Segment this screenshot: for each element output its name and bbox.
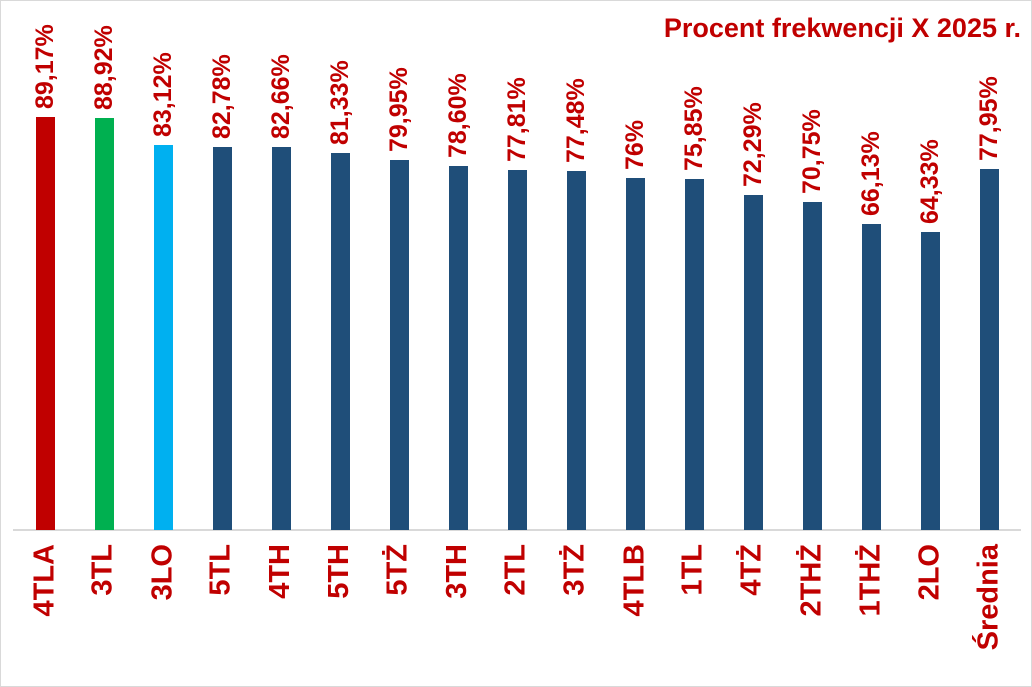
bar-4TLA (36, 117, 55, 530)
category-label-5TH: 5TH (323, 544, 355, 599)
category-label-4TH: 4TH (264, 544, 296, 599)
category-label-4TLB: 4TLB (618, 544, 650, 617)
category-label-3LO: 3LO (146, 544, 178, 601)
bar-5TH (331, 153, 350, 530)
bar-4TŻ (744, 195, 763, 530)
category-label-2THŻ: 2THŻ (795, 544, 827, 617)
category-label-3TH: 3TH (441, 544, 473, 599)
value-label-2THŻ: 70,75% (798, 109, 826, 194)
value-label-3LO: 83,12% (149, 52, 177, 137)
value-label-3TŻ: 77,48% (562, 78, 590, 163)
category-label-2LO: 2LO (913, 544, 945, 601)
value-label-1THŻ: 66,13% (857, 131, 885, 216)
value-label-5TH: 81,33% (326, 60, 354, 145)
bar-3TL (95, 118, 114, 530)
category-label-2TL: 2TL (500, 544, 532, 596)
category-label-1THŻ: 1THŻ (854, 544, 886, 617)
category-label-5TŻ: 5TŻ (382, 544, 414, 596)
bar-4TH (272, 147, 291, 530)
bar-2LO (921, 232, 940, 530)
bar-5TŻ (390, 160, 409, 530)
bar-Średnia (980, 169, 999, 530)
value-label-4TLB: 76% (621, 119, 649, 170)
category-label-3TŻ: 3TŻ (559, 544, 591, 596)
bar-2TL (508, 170, 527, 530)
value-label-1TL: 75,85% (680, 86, 708, 171)
bar-4TLB (626, 178, 645, 530)
value-label-4TŻ: 72,29% (739, 102, 767, 187)
value-label-4TLA: 89,17% (31, 24, 59, 109)
value-label-4TH: 82,66% (267, 54, 295, 139)
value-label-2LO: 64,33% (916, 139, 944, 224)
bar-1TL (685, 179, 704, 530)
value-label-5TŻ: 79,95% (385, 67, 413, 152)
category-label-4TLA: 4TLA (28, 544, 60, 617)
bar-3LO (154, 145, 173, 530)
bar-5TL (213, 147, 232, 530)
bar-1THŻ (862, 224, 881, 530)
value-label-2TL: 77,81% (503, 77, 531, 162)
value-label-3TL: 88,92% (90, 25, 118, 110)
bar-3TH (449, 166, 468, 530)
value-label-Średnia: 77,95% (975, 76, 1003, 161)
value-label-3TH: 78,60% (444, 73, 472, 158)
chart-title: Procent frekwencji X 2025 r. (663, 13, 1021, 43)
category-label-5TL: 5TL (205, 544, 237, 596)
category-label-Średnia: Średnia (972, 544, 1004, 651)
x-axis-line (13, 529, 1021, 531)
bar-2THŻ (803, 202, 822, 530)
category-label-4TŻ: 4TŻ (736, 544, 768, 596)
category-label-1TL: 1TL (677, 544, 709, 596)
category-label-3TL: 3TL (87, 544, 119, 596)
bar-3TŻ (567, 171, 586, 530)
value-label-5TL: 82,78% (208, 54, 236, 139)
